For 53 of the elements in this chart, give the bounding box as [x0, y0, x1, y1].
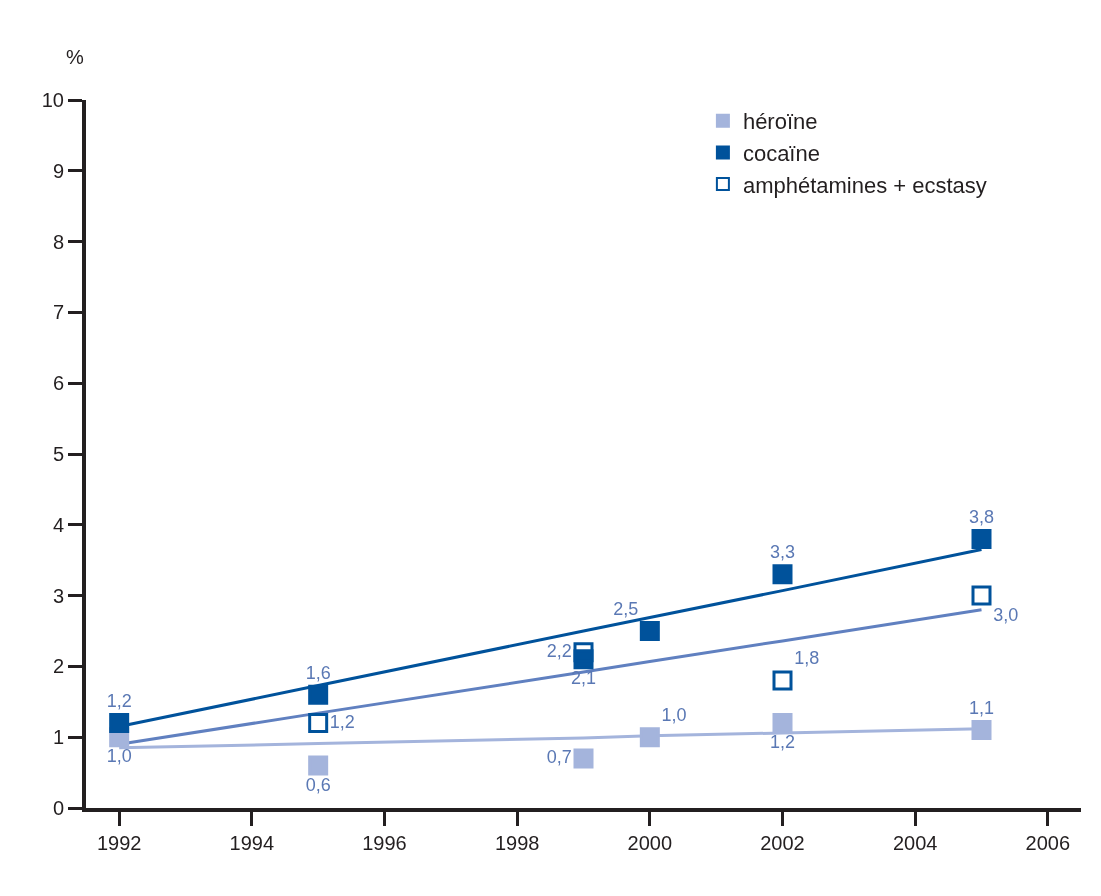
- point: [971, 585, 992, 606]
- y-tick-label: 2: [52, 655, 64, 678]
- data-label: 1,0: [106, 746, 132, 767]
- point: [308, 713, 329, 734]
- data-label: 2,5: [613, 598, 639, 619]
- y-tick-label: 3: [52, 584, 64, 607]
- x-tick-label: 1994: [229, 832, 275, 854]
- y-tick-label: 5: [52, 443, 64, 465]
- point: [109, 713, 130, 734]
- y-tick-label: 9: [52, 159, 64, 182]
- point: [971, 528, 992, 549]
- x-tick-label: 2006: [1025, 832, 1071, 854]
- x-tick-label: 1996: [362, 832, 407, 854]
- point: [772, 564, 793, 585]
- x-tick-label: 1998: [494, 832, 540, 854]
- data-label: 2,1: [570, 668, 597, 689]
- x-tick-label: 2004: [892, 832, 938, 854]
- data-label: 3,8: [968, 506, 995, 527]
- point: [639, 727, 660, 748]
- data-label: 3,0: [993, 604, 1019, 625]
- legend-label: héroïne: [742, 109, 818, 135]
- x-tick-label: 2000: [627, 832, 673, 854]
- point: [573, 748, 594, 769]
- data-label: 1,2: [769, 732, 796, 753]
- point: [971, 720, 992, 741]
- y-axis-title: %: [66, 46, 84, 68]
- y-tick-label: 0: [52, 797, 64, 819]
- point: [772, 713, 793, 734]
- data-label: 1,8: [794, 648, 820, 669]
- data-label: 1,0: [661, 705, 687, 726]
- data-label: 0,6: [305, 774, 331, 795]
- data-label: 1,2: [329, 711, 355, 732]
- data-label: 1,1: [968, 697, 995, 718]
- data-label: 3,3: [769, 542, 796, 563]
- point: [308, 755, 329, 776]
- data-label: 1,2: [106, 690, 132, 711]
- y-tick-label: 8: [52, 230, 64, 253]
- x-tick-label: 2002: [760, 832, 805, 854]
- data-label: 1,6: [305, 662, 331, 683]
- y-tick-label: 6: [52, 372, 64, 395]
- y-tick-label: 10: [41, 89, 64, 111]
- y-tick-label: 7: [52, 301, 64, 324]
- x-tick-label: 1992: [96, 832, 142, 854]
- y-tick-label: 4: [52, 513, 64, 536]
- legend-label: amphétamines + ecstasy: [742, 172, 987, 198]
- legend-label: cocaïne: [742, 140, 820, 166]
- y-tick-label: 1: [52, 726, 64, 749]
- point: [573, 642, 594, 663]
- data-label: 2,2: [546, 640, 572, 661]
- point: [639, 621, 660, 641]
- point: [772, 670, 793, 691]
- data-label: 0,7: [546, 746, 572, 767]
- point: [308, 684, 329, 705]
